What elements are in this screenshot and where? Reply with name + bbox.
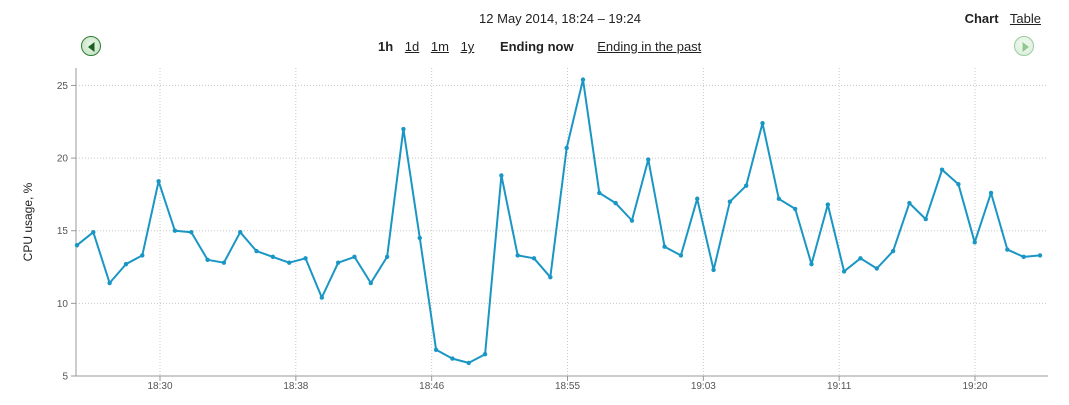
data-point: [189, 229, 194, 235]
data-point: [368, 280, 373, 286]
ending-in-past-link[interactable]: Ending in the past: [597, 39, 702, 54]
data-point: [466, 360, 471, 366]
data-point: [678, 253, 684, 258]
data-point: [841, 269, 847, 274]
chart-view-tab[interactable]: Chart: [964, 11, 999, 26]
data-point: [417, 235, 422, 241]
right-arrow-icon: [1022, 42, 1029, 52]
period-1m[interactable]: 1m: [430, 39, 449, 54]
data-point: [744, 183, 749, 188]
data-point: [711, 267, 716, 273]
x-tick-label: 19:11: [827, 381, 852, 392]
data-point: [613, 200, 618, 206]
data-point: [695, 196, 700, 201]
data-point: [874, 266, 879, 271]
x-tick-label: 18:38: [283, 381, 308, 392]
data-point: [923, 216, 928, 222]
data-point: [972, 240, 977, 245]
data-point: [564, 145, 569, 151]
x-tick-label: 18:55: [555, 381, 580, 392]
data-point: [91, 229, 96, 235]
data-point: [401, 126, 406, 132]
table-view-link[interactable]: Table: [1009, 11, 1041, 26]
x-tick-label: 18:30: [147, 381, 172, 392]
view-mode-switch: Chart Table: [965, 11, 1041, 26]
data-point: [792, 206, 798, 212]
tick-labels: 5 10 15 20 25 18:30 18:38 18:46 18:55 19:03 19:11 1…: [57, 81, 988, 392]
data-point: [172, 228, 178, 233]
data-point: [384, 254, 390, 260]
data-point: [433, 347, 439, 353]
data-point: [662, 244, 667, 249]
x-tick-label: 18:46: [419, 381, 444, 392]
y-axis-label: CPU usage, %: [21, 182, 35, 262]
data-point: [646, 157, 651, 162]
data-point: [286, 260, 292, 265]
previous-period-button[interactable]: [81, 36, 101, 56]
data-point: [319, 295, 325, 300]
y-tick-label: 20: [57, 154, 69, 165]
data-point: [548, 275, 553, 280]
data-point: [727, 199, 733, 204]
data-point: [270, 254, 276, 260]
data-point: [629, 218, 635, 223]
ending-now-option[interactable]: Ending now: [499, 39, 574, 54]
data-point: [123, 261, 129, 267]
next-period-button[interactable]: [1014, 36, 1034, 56]
data-point: [580, 77, 586, 82]
period-1y[interactable]: 1y: [460, 39, 475, 54]
data-point: [499, 173, 504, 178]
data-point: [858, 256, 863, 261]
data-point: [890, 248, 896, 254]
series-line: [76, 78, 1041, 364]
data-point: [515, 253, 520, 258]
y-tick-label: 25: [57, 81, 69, 92]
data-point: [939, 167, 945, 172]
data-point: [221, 260, 227, 265]
data-point: [254, 248, 259, 254]
data-point: [107, 280, 112, 286]
data-point: [1005, 247, 1010, 252]
data-point: [238, 229, 243, 235]
axes: [71, 68, 1048, 381]
data-point: [825, 202, 831, 207]
data-point: [352, 254, 357, 260]
period-1h[interactable]: 1h: [378, 39, 394, 54]
period-1d[interactable]: 1d: [404, 39, 420, 54]
data-point: [1037, 253, 1043, 258]
data-point: [335, 260, 341, 265]
data-point: [907, 200, 912, 206]
y-tick-label: 10: [57, 299, 69, 310]
y-tick-label: 5: [62, 372, 68, 383]
x-tick-label: 19:03: [691, 381, 716, 392]
data-point: [988, 190, 994, 196]
data-point: [760, 121, 765, 126]
data-point: [74, 243, 80, 248]
data-point: [303, 256, 308, 261]
data-point: [776, 196, 782, 201]
data-point: [156, 179, 161, 184]
date-range-label: 12 May 2014, 18:24 – 19:24: [479, 11, 641, 26]
data-point: [956, 182, 961, 187]
data-point: [205, 257, 210, 262]
data-point: [597, 190, 602, 196]
data-point: [809, 261, 814, 267]
series: [74, 77, 1043, 366]
period-selector: 1h 1d 1m 1y Ending now Ending in the pas…: [378, 39, 709, 54]
y-tick-label: 15: [57, 226, 69, 237]
data-point: [450, 356, 455, 361]
data-point: [1021, 254, 1026, 260]
data-point: [140, 253, 145, 258]
data-point: [531, 256, 537, 261]
data-point: [482, 352, 488, 357]
left-arrow-icon: [88, 42, 95, 52]
x-tick-label: 19:20: [962, 381, 987, 392]
